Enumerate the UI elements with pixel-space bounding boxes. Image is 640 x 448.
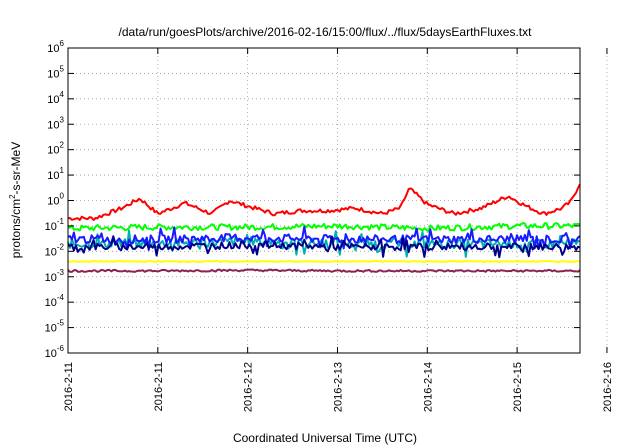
- x-tick-labels: 2016-2-11 2016-2-12 2016-2-13 2016-2-14 2016…: [63, 362, 614, 412]
- y-tick-base: 10: [45, 323, 57, 335]
- y-tick-exponent: -5: [57, 319, 65, 328]
- x-tick-label: 2016-2-16: [602, 362, 614, 412]
- chart-title: /data/run/goesPlots/archive/2016-02-16/1…: [119, 25, 533, 39]
- x-tick-label: 2016-2-15: [512, 362, 524, 412]
- x-tick-label: 2016-2-13: [332, 362, 344, 412]
- grid: [68, 48, 608, 353]
- series-line: [67, 259, 581, 263]
- y-axis-label-sup: 2: [8, 194, 17, 199]
- y-tick-base: 10: [47, 119, 59, 131]
- y-tick-label: 10-2: [45, 242, 65, 258]
- series-line: [67, 222, 581, 233]
- y-axis-label: protons/cm2-s-sr-MeV: [8, 142, 23, 258]
- y-tick-label: 102: [47, 141, 64, 157]
- y-tick-exponent: -1: [57, 217, 65, 226]
- y-tick-label: 10-4: [45, 293, 65, 309]
- y-tick-exponent: -3: [57, 268, 65, 277]
- x-axis-label: Coordinated Universal Time (UTC): [233, 431, 417, 445]
- x-tick-label: 2016-2-12: [243, 362, 255, 412]
- y-tick-base: 10: [45, 246, 57, 258]
- y-tick-exponent: 4: [60, 90, 65, 99]
- y-tick-labels: 10-610-510-410-310-210-11001011021031041…: [45, 39, 65, 360]
- ticks: [68, 47, 608, 354]
- y-tick-label: 103: [47, 115, 64, 131]
- y-tick-exponent: 6: [60, 39, 65, 48]
- series-line: [67, 183, 581, 221]
- y-tick-base: 10: [45, 272, 57, 284]
- y-tick-exponent: 1: [60, 166, 65, 175]
- y-tick-label: 10-1: [45, 217, 65, 233]
- data-series: [67, 183, 581, 273]
- y-tick-label: 10-5: [45, 319, 65, 335]
- x-tick-label: 2016-2-11: [153, 362, 165, 411]
- series-line: [67, 235, 581, 259]
- series-line: [67, 225, 581, 251]
- y-tick-base: 10: [47, 145, 59, 157]
- y-tick-label: 10-6: [45, 344, 65, 360]
- y-tick-base: 10: [47, 68, 59, 80]
- y-tick-base: 10: [45, 221, 57, 233]
- y-tick-exponent: -2: [57, 242, 65, 251]
- y-tick-base: 10: [47, 170, 59, 182]
- y-tick-label: 104: [47, 90, 64, 106]
- y-tick-base: 10: [47, 94, 59, 106]
- y-tick-label: 105: [47, 64, 64, 80]
- y-tick-base: 10: [47, 196, 59, 208]
- x-tick-label: 2016-2-11: [63, 362, 75, 411]
- y-tick-label: 101: [47, 166, 64, 182]
- y-tick-exponent: 2: [60, 141, 65, 150]
- y-axis-label-post: -s-sr-MeV: [9, 142, 23, 195]
- y-tick-exponent: -4: [57, 293, 65, 302]
- series-line: [67, 268, 581, 273]
- y-tick-base: 10: [47, 43, 59, 55]
- y-tick-label: 10-3: [45, 268, 65, 284]
- y-tick-exponent: -6: [57, 344, 65, 353]
- y-tick-label: 106: [47, 39, 64, 55]
- y-tick-exponent: 3: [60, 115, 65, 124]
- y-axis-label-pre: protons/cm: [9, 199, 23, 258]
- y-tick-exponent: 0: [60, 192, 65, 201]
- y-tick-base: 10: [45, 297, 57, 309]
- x-tick-label: 2016-2-14: [422, 362, 434, 412]
- y-tick-base: 10: [45, 348, 57, 360]
- y-tick-label: 100: [47, 192, 64, 208]
- y-tick-exponent: 5: [60, 64, 65, 73]
